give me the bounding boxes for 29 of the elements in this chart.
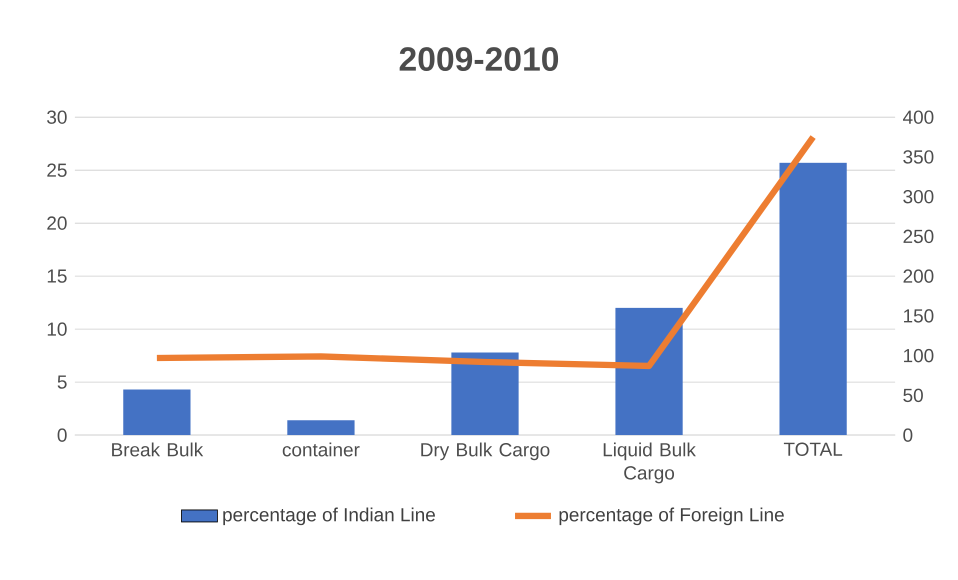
y2-tick-label: 100 <box>904 348 934 362</box>
bar <box>779 162 847 436</box>
bar <box>615 308 683 436</box>
y2-tick-label: 0 <box>903 428 912 442</box>
bar <box>123 390 191 436</box>
y-tick-label: 25 <box>47 163 67 177</box>
bar <box>451 352 519 436</box>
y2-tick-label: 150 <box>904 309 934 323</box>
x-tick-label: TOTAL <box>784 442 842 456</box>
bar <box>287 420 355 436</box>
y-tick-label: 30 <box>47 110 67 124</box>
y2-tick-label: 50 <box>903 388 923 402</box>
y-tick-label: 20 <box>47 216 67 230</box>
chart-title: 2009-2010 <box>400 47 558 72</box>
y-tick-label: 10 <box>48 322 67 336</box>
y2-tick-label: 400 <box>903 110 934 124</box>
y2-tick-label: 250 <box>904 230 934 244</box>
y-tick-label: 5 <box>58 376 67 389</box>
y2-tick-label: 350 <box>903 150 934 164</box>
y-tick-label: 15 <box>48 270 67 283</box>
y-tick-label: 0 <box>58 428 67 442</box>
x-tick-label: Break Bulk <box>112 442 204 456</box>
x-tick-label: Dry Bulk Cargo <box>421 442 550 460</box>
legend-label: percentage of Foreign Line <box>560 508 784 526</box>
y2-tick-label: 300 <box>903 190 934 204</box>
x-tick-label: Liquid Bulk Cargo <box>604 442 696 484</box>
y2-tick-label: 200 <box>904 269 934 283</box>
legend-label: percentage of Indian Line <box>223 508 435 526</box>
x-tick-label: container <box>282 442 360 456</box>
